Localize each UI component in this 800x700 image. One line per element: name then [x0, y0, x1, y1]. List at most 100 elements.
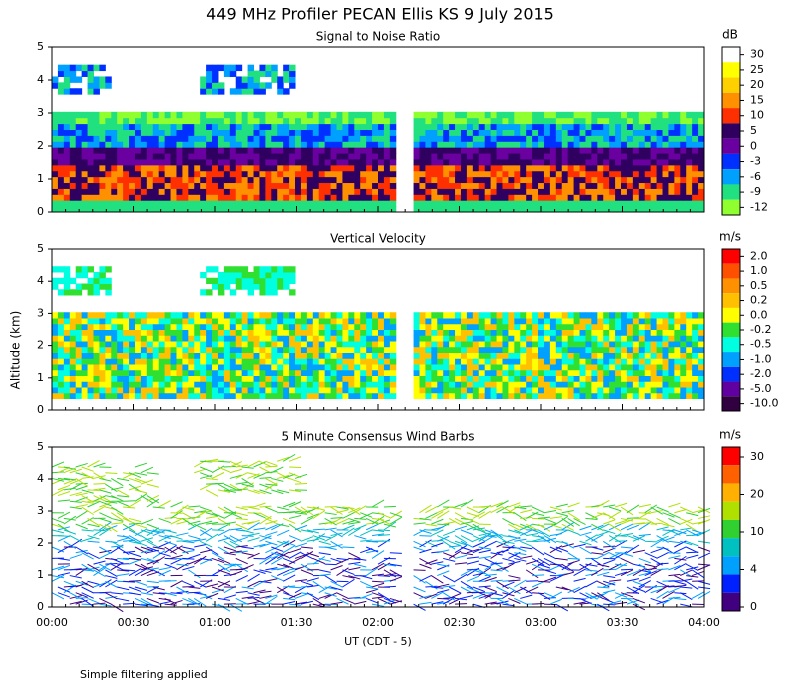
field-cell [579, 158, 586, 166]
field-cell [597, 123, 604, 130]
field-cell [413, 369, 420, 376]
field-cell [555, 111, 563, 119]
field-cell [484, 170, 492, 178]
field-cell [549, 346, 557, 353]
field-cell [277, 266, 284, 273]
field-cell [223, 176, 231, 184]
field-cell [466, 364, 474, 371]
field-cell [638, 352, 646, 359]
field-cell [455, 129, 462, 136]
field-cell [425, 206, 432, 213]
wind-barb [111, 486, 124, 491]
wind-barb [99, 579, 112, 588]
field-cell [318, 364, 326, 371]
wind-barb [51, 565, 65, 571]
field-cell [668, 381, 675, 388]
wind-barb [123, 569, 136, 572]
wind-barb [75, 485, 88, 491]
wind-barb [360, 529, 373, 537]
field-cell [692, 200, 699, 207]
field-cell [265, 352, 272, 359]
field-cell [170, 135, 177, 142]
field-cell [532, 206, 539, 213]
field-cell [206, 335, 213, 342]
field-cell [312, 153, 320, 160]
wind-barb [134, 597, 148, 605]
wind-barb [324, 512, 337, 516]
field-cell [93, 346, 100, 353]
field-cell [271, 375, 278, 382]
wind-barb [265, 567, 278, 571]
field-cell [383, 381, 391, 388]
wind-barb [152, 592, 165, 595]
field-cell [455, 194, 462, 201]
colorbar-label: 30 [750, 48, 764, 61]
field-cell [579, 341, 586, 348]
field-cell [271, 346, 278, 353]
field-cell [105, 318, 112, 325]
wind-barb [235, 574, 248, 582]
wind-barb [413, 546, 426, 552]
field-cell [265, 289, 272, 296]
field-cell [206, 188, 213, 195]
field-cell [300, 147, 308, 154]
field-cell [668, 129, 675, 136]
wind-barb [342, 511, 355, 519]
field-cell [543, 164, 551, 172]
field-cell [324, 170, 332, 178]
field-cell [632, 392, 640, 399]
field-cell [229, 182, 237, 189]
wind-barb [431, 542, 444, 548]
field-cell [212, 200, 219, 207]
field-cell [354, 153, 361, 160]
field-cell [425, 346, 432, 353]
field-cell [632, 117, 640, 125]
field-cell [253, 375, 260, 382]
field-cell [419, 358, 426, 365]
field-cell [437, 129, 444, 136]
field-cell [579, 123, 586, 130]
field-cell [318, 323, 326, 330]
field-cell [99, 200, 106, 207]
field-cell [295, 341, 302, 348]
field-cell [478, 200, 486, 207]
field-cell [271, 117, 278, 125]
field-cell [330, 364, 338, 371]
field-cell [259, 318, 266, 325]
field-cell [508, 335, 515, 342]
field-cell [265, 341, 272, 348]
field-cell [69, 364, 77, 371]
field-cell [170, 312, 177, 319]
field-cell [443, 135, 450, 142]
field-cell [188, 352, 195, 359]
field-cell [271, 129, 278, 136]
wind-barb [117, 557, 130, 561]
field-cell [99, 141, 106, 148]
wind-barb [300, 517, 314, 525]
colorbar-swatch [722, 249, 740, 264]
wind-barb [555, 586, 568, 591]
wind-barb [140, 466, 154, 474]
field-cell [378, 358, 385, 365]
field-cell [200, 329, 207, 336]
field-cell [69, 329, 77, 336]
field-cell [117, 200, 124, 207]
field-cell [87, 188, 94, 195]
field-cell [134, 323, 142, 330]
field-cell [538, 111, 545, 119]
wind-barb [579, 546, 592, 555]
field-cell [437, 188, 444, 195]
wind-barb [170, 518, 183, 525]
field-cell [650, 392, 658, 399]
field-cell [555, 329, 563, 336]
field-cell [425, 153, 432, 160]
wind-barb [526, 580, 539, 582]
field-cell [466, 129, 474, 136]
field-cell [597, 323, 604, 330]
field-cell [324, 123, 332, 130]
wind-barb [105, 540, 118, 544]
field-cell [579, 135, 586, 142]
field-cell [306, 200, 314, 207]
field-cell [449, 141, 456, 148]
field-cell [644, 111, 652, 119]
